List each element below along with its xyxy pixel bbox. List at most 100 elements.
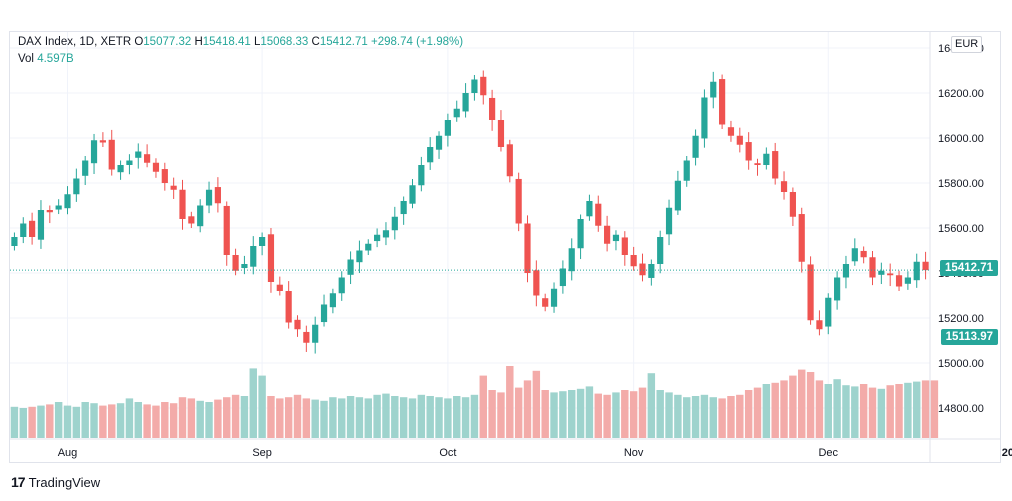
candle-body [90, 140, 98, 164]
tradingview-logo[interactable]: 17 TradingView [11, 474, 100, 490]
candle-body [860, 250, 867, 258]
candle-body [772, 151, 779, 179]
volume-bar [391, 396, 399, 438]
candle-body [64, 194, 71, 209]
volume-bar [904, 382, 912, 438]
candle-body [506, 144, 513, 177]
candle-body [904, 277, 911, 284]
pending-price-badge: 15113.97 [940, 329, 998, 345]
candle-body [20, 223, 27, 237]
volume-bar [514, 387, 523, 438]
volume-bar [700, 394, 709, 438]
volume-bar [868, 387, 877, 438]
volume-bar [532, 370, 541, 438]
candle-body [320, 304, 328, 323]
candle-body [232, 255, 239, 271]
candle-body [82, 160, 89, 176]
volume-bar [612, 392, 620, 438]
volume-bar [214, 399, 222, 438]
candle-body [365, 243, 372, 251]
volume-bar [727, 396, 735, 438]
volume-bar [240, 396, 249, 438]
volume-bar [762, 384, 771, 438]
candle-body [648, 264, 655, 278]
volume-bar [877, 388, 886, 438]
candle-body [665, 207, 673, 235]
volume-bar [311, 399, 319, 438]
volume-bar [585, 386, 594, 438]
candle-body [453, 108, 460, 118]
candle-body [533, 270, 540, 296]
volume-bar [205, 402, 213, 438]
candle-body [524, 223, 531, 273]
open-value: 15077.32 [143, 36, 192, 48]
candle-body [205, 189, 213, 206]
close-value: 15412.71 [319, 36, 368, 48]
volume-bar [833, 379, 841, 438]
candle-body [267, 234, 275, 282]
candle-body [612, 234, 620, 242]
volume-bar [417, 394, 426, 438]
volume-bar [638, 387, 647, 438]
candle-body [356, 250, 363, 263]
volume-bar [842, 385, 850, 438]
volume-bar [134, 402, 142, 438]
volume-bar [54, 402, 63, 438]
volume-bar [258, 375, 266, 438]
candle-body [471, 79, 478, 93]
candle-body [895, 275, 903, 287]
candle-body [825, 297, 832, 327]
low-label: L [253, 36, 261, 48]
candle-body [259, 237, 266, 246]
volume-bar [461, 397, 470, 438]
candle-body [347, 259, 354, 275]
last-price-badge: 15412.71 [940, 260, 998, 276]
volume-bar [806, 372, 815, 438]
volume-bar [19, 408, 27, 438]
candle-body [842, 264, 850, 278]
volume-bar [249, 368, 257, 438]
volume-bar [647, 373, 656, 438]
currency-button[interactable]: EUR [951, 36, 983, 53]
candle-body [276, 284, 283, 291]
volume-bar [320, 400, 328, 438]
candle-body [170, 185, 177, 190]
candle-body [11, 237, 18, 246]
candle-body [46, 210, 53, 213]
candle-body [568, 248, 575, 272]
candle-body [99, 140, 106, 143]
volume-bar [399, 397, 408, 438]
candle-body [37, 210, 45, 240]
candle-body [55, 205, 62, 210]
volume-bar [364, 398, 372, 438]
y-tick-label: 16200.00 [938, 88, 984, 100]
volume-bar [744, 390, 753, 438]
volume-bar [665, 392, 673, 438]
candle-body [480, 76, 487, 96]
volume-bar [37, 405, 45, 438]
candle-body [435, 135, 443, 150]
candle-body [692, 135, 699, 158]
candle-body [135, 151, 142, 158]
volume-bar [576, 388, 585, 438]
x-tick-label: Nov [624, 447, 644, 459]
volume-bar [921, 380, 930, 438]
candle-body [117, 165, 124, 173]
volume-bar [550, 392, 558, 438]
symbol-label: DAX Index, 1D, XETR [18, 36, 132, 48]
candle-body [497, 120, 505, 147]
ohlc-legend: DAX Index, 1D, XETR O15077.32 H15418.41 … [18, 36, 463, 48]
close-label: C [311, 36, 320, 48]
candle-body [639, 263, 646, 276]
y-tick-label: 15800.00 [938, 178, 984, 190]
candle-body [152, 162, 160, 172]
y-tick-label: 15000.00 [938, 358, 984, 370]
volume-bar [108, 404, 116, 438]
volume-bar [603, 394, 611, 438]
volume-bar [373, 394, 381, 438]
volume-bar [523, 380, 532, 438]
candle-body [462, 93, 469, 112]
volume-bar [798, 369, 806, 438]
candle-body [887, 273, 894, 276]
